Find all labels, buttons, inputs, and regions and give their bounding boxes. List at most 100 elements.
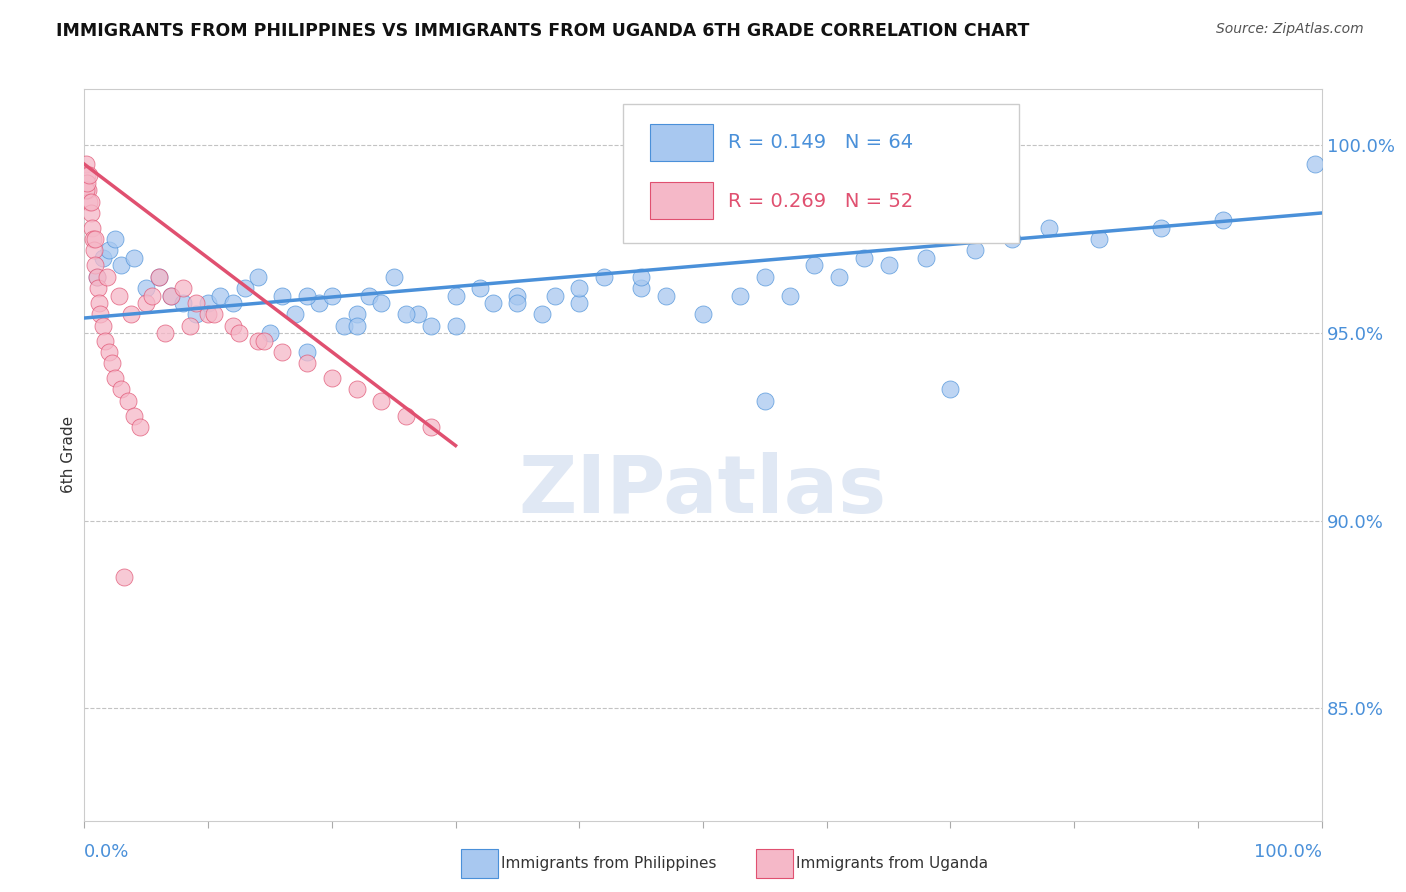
Point <box>122 409 145 423</box>
Point <box>1305 157 1327 171</box>
Point <box>630 269 652 284</box>
Point <box>148 269 170 284</box>
Point <box>76 169 98 183</box>
Point <box>295 288 318 302</box>
Point <box>346 318 368 333</box>
Point <box>222 318 245 333</box>
Point <box>77 169 100 183</box>
Point <box>754 269 776 284</box>
Point <box>444 288 467 302</box>
Point <box>110 259 132 273</box>
Point <box>112 570 135 584</box>
Point <box>271 288 294 302</box>
Point <box>83 244 105 258</box>
Point <box>197 296 219 310</box>
Point <box>308 296 330 310</box>
Point <box>76 176 98 190</box>
Point <box>135 281 157 295</box>
Point <box>444 318 467 333</box>
Text: 100.0%: 100.0% <box>1254 843 1322 861</box>
Point <box>877 259 900 273</box>
Point <box>1088 232 1111 246</box>
Point <box>470 281 492 295</box>
Point <box>80 221 103 235</box>
Point <box>94 334 117 348</box>
Point <box>852 251 875 265</box>
Point <box>803 259 825 273</box>
Point <box>202 307 225 321</box>
Point <box>692 307 714 321</box>
Point <box>481 296 503 310</box>
FancyBboxPatch shape <box>623 103 1018 243</box>
Point <box>1212 213 1234 227</box>
Point <box>184 307 207 321</box>
Point <box>141 288 163 302</box>
Point <box>148 269 170 284</box>
Point <box>209 288 232 302</box>
Point <box>179 318 201 333</box>
Point <box>630 281 652 295</box>
Point <box>120 307 142 321</box>
Text: Immigrants from Uganda: Immigrants from Uganda <box>796 856 988 871</box>
Point <box>395 409 418 423</box>
Point <box>357 288 380 302</box>
Text: Immigrants from Philippines: Immigrants from Philippines <box>501 856 716 871</box>
Point <box>506 296 529 310</box>
Point <box>108 288 131 302</box>
Point <box>568 296 591 310</box>
Text: ZIPatlas: ZIPatlas <box>519 452 887 531</box>
FancyBboxPatch shape <box>650 124 713 161</box>
Point <box>333 318 356 333</box>
Point <box>172 281 194 295</box>
Point <box>914 251 936 265</box>
Point <box>382 269 405 284</box>
Point <box>160 288 183 302</box>
Point <box>228 326 250 340</box>
Point <box>1038 221 1060 235</box>
Point <box>395 307 418 321</box>
Point <box>253 334 276 348</box>
Point <box>321 288 343 302</box>
Point <box>79 194 101 209</box>
Point <box>86 269 108 284</box>
Point <box>233 281 256 295</box>
Point <box>75 184 97 198</box>
Point <box>828 269 851 284</box>
Point <box>543 288 565 302</box>
Point <box>1001 232 1024 246</box>
Point <box>104 232 127 246</box>
Point <box>197 307 219 321</box>
Text: R = 0.149   N = 64: R = 0.149 N = 64 <box>728 133 912 153</box>
Point <box>172 296 194 310</box>
Point <box>321 371 343 385</box>
Point <box>295 344 318 359</box>
Point <box>419 318 441 333</box>
Point <box>779 288 801 302</box>
Point <box>419 419 441 434</box>
Point <box>75 157 97 171</box>
Point <box>259 326 281 340</box>
Point <box>593 269 616 284</box>
Text: 0.0%: 0.0% <box>84 843 129 861</box>
Point <box>655 288 678 302</box>
Point <box>100 356 122 370</box>
Point <box>84 259 107 273</box>
Point <box>89 307 111 321</box>
Point <box>77 184 100 198</box>
Point <box>370 393 392 408</box>
Point <box>222 296 245 310</box>
Point <box>184 296 207 310</box>
Text: IMMIGRANTS FROM PHILIPPINES VS IMMIGRANTS FROM UGANDA 6TH GRADE CORRELATION CHAR: IMMIGRANTS FROM PHILIPPINES VS IMMIGRANT… <box>56 22 1029 40</box>
Point <box>82 232 104 246</box>
Point <box>568 281 591 295</box>
Point <box>104 371 127 385</box>
Point <box>408 307 430 321</box>
Point <box>80 194 103 209</box>
Point <box>129 419 152 434</box>
Point <box>284 307 307 321</box>
Point <box>153 326 176 340</box>
Text: R = 0.269   N = 52: R = 0.269 N = 52 <box>728 192 912 211</box>
Point <box>246 334 269 348</box>
Point <box>1150 221 1173 235</box>
Point <box>246 269 269 284</box>
